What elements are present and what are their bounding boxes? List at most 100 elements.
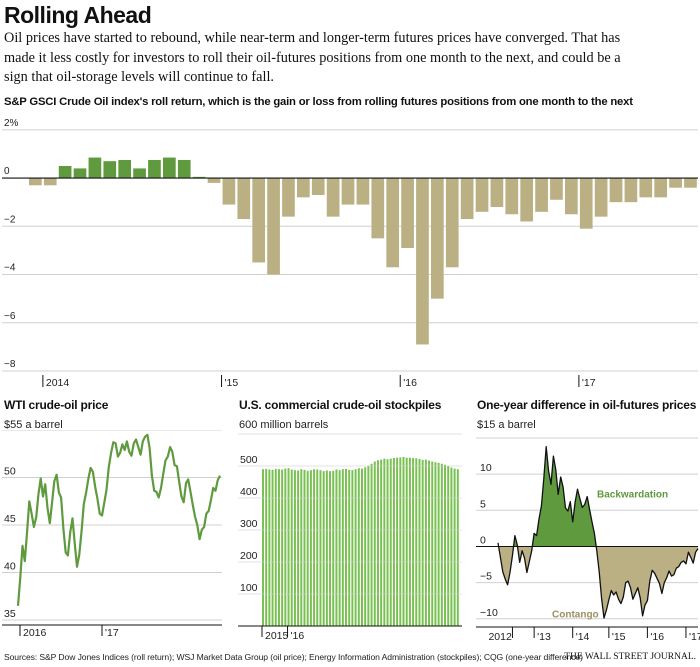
roll-return-bar	[133, 168, 146, 179]
stockpile-bar	[268, 469, 271, 626]
x-tick-label: '15	[225, 377, 239, 389]
stockpile-bar	[348, 469, 351, 626]
header: Rolling Ahead Oil prices have started to…	[4, 0, 696, 88]
futures-diff-line	[497, 446, 699, 619]
roll-return-bar	[282, 178, 295, 217]
stockpile-bar	[341, 469, 344, 626]
y-tick-label: 45	[4, 513, 16, 525]
stockpile-bar	[412, 458, 415, 626]
roll-return-bar	[520, 178, 534, 222]
y-tick-label: 2%	[4, 118, 19, 129]
stockpile-bar	[297, 470, 300, 626]
roll-return-bar	[163, 157, 176, 179]
stockpiles-unit-label: 600 million barrels	[239, 419, 329, 431]
stockpile-bar	[284, 468, 287, 626]
stockpile-bar	[262, 469, 264, 626]
roll-return-bar	[639, 178, 653, 198]
futures-diff-unit-label: $15 a barrel	[477, 419, 536, 431]
stockpile-bar	[300, 469, 303, 626]
y-tick-label: −8	[4, 359, 16, 370]
stockpile-bar	[290, 469, 293, 626]
stockpile-bar	[367, 465, 370, 626]
stockpile-bar	[306, 470, 309, 626]
y-tick-label: 200	[240, 550, 258, 562]
roll-return-bar	[267, 178, 280, 275]
y-tick-label: 0	[4, 166, 10, 177]
roll-return-bar	[311, 178, 325, 195]
roll-return-bar	[535, 178, 548, 212]
stockpile-bar	[456, 469, 459, 626]
stockpile-bar	[274, 468, 277, 626]
y-tick-label: −2	[4, 214, 16, 225]
roll-return-bar	[326, 178, 340, 217]
wti-price-line	[16, 433, 221, 606]
roll-return-bar	[192, 176, 206, 179]
y-tick-label: 400	[240, 486, 258, 498]
roll-return-bar	[386, 178, 400, 268]
stockpile-bar	[402, 457, 405, 626]
stockpile-bar	[424, 459, 427, 626]
stockpile-bar	[322, 471, 325, 626]
roll-return-bar	[297, 178, 310, 198]
stockpile-bar	[434, 462, 437, 626]
y-tick-label: 500	[240, 454, 258, 466]
roll-return-bar	[579, 178, 593, 229]
stockpile-bar	[428, 460, 431, 626]
sources-note: Sources: S&P Dow Jones Indices (roll ret…	[4, 652, 583, 662]
x-tick-label: '13	[537, 631, 551, 642]
futures-diff-chart: 10 5 0 −5 −10 Backwardation Contango 2012 '13 '14…	[476, 437, 700, 642]
roll-return-bar	[460, 178, 474, 220]
stockpile-bar	[447, 466, 450, 626]
roll-return-bar	[624, 178, 638, 203]
stockpile-bar	[386, 459, 389, 626]
y-tick-label: 40	[4, 561, 16, 573]
roll-return-bar	[490, 178, 504, 207]
roll-return-bar	[371, 178, 385, 239]
roll-return-bar	[565, 178, 578, 215]
stockpile-bar	[453, 468, 456, 626]
roll-return-bar	[594, 178, 608, 217]
y-tick-label: 10	[480, 462, 492, 474]
stockpile-bar	[277, 469, 280, 626]
stockpile-bar	[361, 468, 363, 626]
y-tick-label: 300	[240, 518, 258, 530]
y-tick-label: 5	[480, 498, 486, 510]
stockpile-bar	[338, 470, 341, 626]
y-tick-label: −6	[4, 311, 16, 322]
stockpile-bar	[293, 470, 296, 626]
stockpile-bar	[418, 458, 421, 626]
x-tick-label: '16	[403, 377, 417, 389]
wti-chart-title: WTI crude-oil price	[4, 398, 109, 412]
stockpiles-chart-title: U.S. commercial crude-oil stockpiles	[239, 398, 442, 412]
x-tick-label: 2016	[23, 627, 47, 639]
y-tick-label: −5	[480, 571, 492, 583]
roll-return-bar	[416, 178, 429, 345]
roll-return-bar	[222, 178, 236, 205]
stockpile-bar	[325, 470, 328, 626]
stockpile-bar	[271, 469, 274, 626]
roll-return-bar	[475, 178, 489, 212]
stockpile-bar	[316, 469, 319, 626]
stockpile-bar	[392, 458, 395, 626]
stockpile-bar	[303, 469, 306, 626]
stockpile-bar	[309, 470, 312, 626]
stockpile-bar	[345, 468, 348, 626]
roll-return-bar	[252, 178, 266, 263]
contango-label: Contango	[552, 609, 599, 620]
y-tick-label: 100	[240, 582, 258, 594]
y-tick-label: 35	[4, 608, 16, 620]
contango-area	[498, 546, 698, 619]
x-tick-label: '17	[689, 631, 700, 642]
roll-return-bar	[684, 178, 697, 188]
stockpile-bar	[335, 469, 338, 626]
roll-return-bar	[505, 178, 519, 215]
x-tick-label: 2015	[265, 630, 289, 642]
stockpile-bar	[389, 458, 392, 626]
roll-return-bar	[29, 178, 42, 186]
roll-return-bar	[356, 178, 370, 205]
roll-return-bar	[118, 159, 132, 179]
y-tick-label: −4	[4, 263, 16, 274]
roll-return-bar	[148, 159, 161, 179]
roll-return-bar	[654, 178, 668, 198]
x-tick-label: '16	[650, 631, 664, 642]
